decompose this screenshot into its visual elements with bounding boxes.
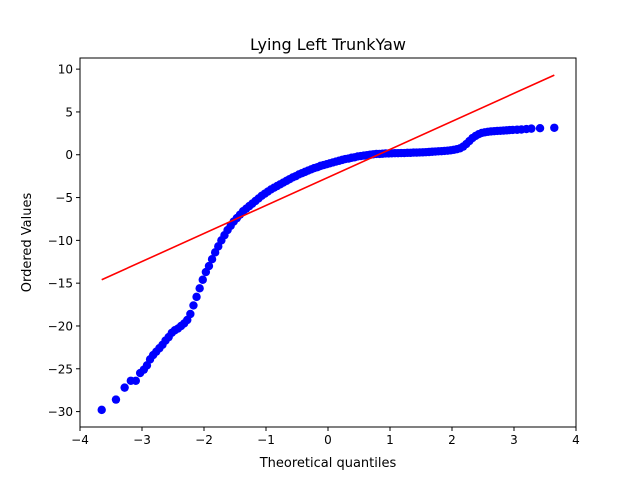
data-point [189, 301, 198, 310]
x-tick-label: −1 [257, 433, 275, 447]
fit-line [101, 74, 555, 281]
x-axis-ticks: −4 −3 −2 −1 0 1 2 3 4 [71, 427, 580, 447]
data-point [186, 309, 195, 319]
x-tick-label: 1 [386, 433, 394, 447]
data-point [550, 123, 559, 132]
data-point [527, 124, 536, 133]
data-point [120, 383, 129, 392]
y-tick-label: −15 [48, 277, 73, 291]
data-point [97, 405, 106, 415]
y-tick-label: −30 [48, 405, 73, 419]
data-point [192, 292, 201, 302]
y-axis-ticks: −30 −25 −20 −15 −10 −5 0 5 10 [48, 63, 80, 419]
chart-title: Lying Left TrunkYaw [250, 35, 406, 54]
y-tick-label: 0 [65, 148, 73, 162]
x-tick-label: 2 [448, 433, 456, 447]
x-tick-label: −3 [133, 433, 151, 447]
data-point [535, 124, 545, 133]
y-tick-label: 5 [65, 105, 73, 119]
data-point [131, 376, 140, 385]
data-point [111, 395, 121, 404]
x-tick-label: 4 [572, 433, 580, 447]
x-tick-label: −4 [71, 433, 89, 447]
x-tick-label: 0 [324, 433, 332, 447]
data-point [198, 275, 207, 284]
y-axis-label: Ordered Values [20, 193, 35, 293]
y-tick-label: −5 [55, 191, 73, 205]
x-tick-label: 3 [510, 433, 518, 447]
plot-area [97, 74, 559, 415]
data-point [195, 284, 204, 293]
data-point [207, 254, 217, 264]
y-tick-label: −20 [48, 319, 73, 333]
x-axis-label: Theoretical quantiles [259, 456, 397, 471]
y-tick-label: −10 [48, 234, 73, 248]
data-point [204, 261, 214, 271]
y-tick-label: −25 [48, 362, 73, 376]
y-tick-label: 10 [58, 63, 73, 77]
x-tick-label: −2 [195, 433, 213, 447]
